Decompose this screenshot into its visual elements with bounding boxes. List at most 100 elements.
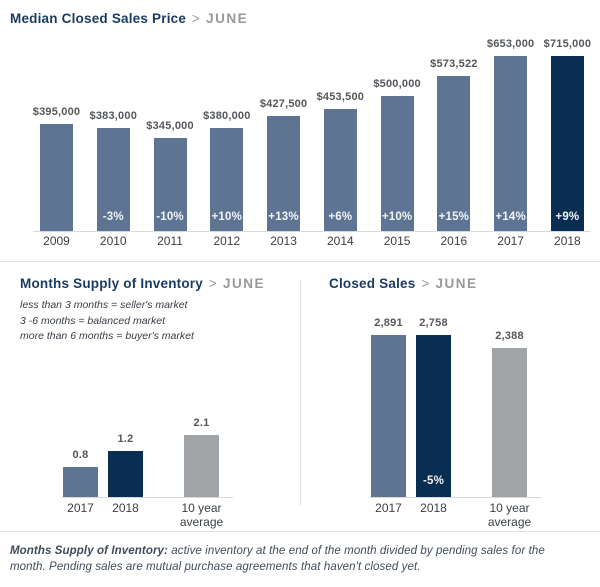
median-price-bar-chart: $395,000 $383,000 -3% $345,000 -10% $380,000 +… xyxy=(33,38,591,248)
bar-value-label: $573,522 xyxy=(430,58,478,71)
x-axis-slot: 2015 xyxy=(381,234,414,248)
footer-divider xyxy=(0,531,600,532)
bar-column: 2.1 xyxy=(184,417,219,497)
months-supply-section: Months Supply of Inventory > JUNE less t… xyxy=(0,262,300,531)
bar xyxy=(108,451,143,497)
x-axis-label: 10 year average xyxy=(179,501,224,529)
months-supply-title: Months Supply of Inventory > JUNE xyxy=(0,262,300,291)
x-axis-slot: 10 year average xyxy=(488,501,531,529)
x-axis-slot: 2010 xyxy=(97,234,130,248)
chart-x-axis-labels: 2017 2018 10 year average xyxy=(61,498,233,529)
bar: +13% xyxy=(267,115,301,231)
x-axis-slot: 2017 xyxy=(494,234,527,248)
x-axis-slot: 2009 xyxy=(40,234,73,248)
x-axis-slot: 10 year average xyxy=(180,501,223,529)
bar-column: $383,000 -3% xyxy=(90,38,137,231)
bar-change-label: +9% xyxy=(555,211,580,223)
chart-plot-area: 0.8 1.2 2.1 xyxy=(61,417,233,498)
bar-value-label: 2,758 xyxy=(419,317,448,329)
bar-value-label: 1.2 xyxy=(117,433,134,446)
bar-column: 1.2 xyxy=(108,417,143,497)
bar-value-label: 0.8 xyxy=(72,448,89,461)
bar-value-label: $395,000 xyxy=(32,106,81,119)
bar-value-label: 2,388 xyxy=(495,330,524,343)
bar-value-label: $345,000 xyxy=(146,119,194,132)
bar xyxy=(40,124,73,231)
x-axis-label: 2018 xyxy=(554,234,581,248)
bar: -10% xyxy=(153,137,187,231)
x-axis-label: 2015 xyxy=(383,234,411,248)
x-axis-slot: 2013 xyxy=(267,234,300,248)
bar-value-label: $453,500 xyxy=(316,90,365,103)
x-axis-label: 2014 xyxy=(326,234,354,248)
bar-column: $380,000 +10% xyxy=(203,38,250,231)
bar-change-label: -10% xyxy=(156,211,184,223)
x-axis-slot: 2016 xyxy=(437,234,470,248)
chart-plot-area: 2,891 2,758 -5% 2,388 xyxy=(369,317,541,498)
x-axis-label: 2016 xyxy=(440,234,468,248)
bar-value-label: $380,000 xyxy=(203,110,251,123)
bar xyxy=(63,466,98,497)
x-axis-slot: 2018 xyxy=(108,501,143,529)
chart-title-text: Median Closed Sales Price xyxy=(10,11,187,26)
closed-sales-bar-chart: 2,891 2,758 -5% 2,388 2017 2018 10 year avera… xyxy=(369,317,541,529)
closed-sales-section: Closed Sales > JUNE 2,891 2,758 -5% 2,388 2… xyxy=(300,262,599,531)
bar: -3% xyxy=(96,127,130,231)
bar-column: $427,500 +13% xyxy=(260,38,307,231)
bar xyxy=(371,335,406,497)
bar-change-label: +14% xyxy=(495,211,526,223)
footnote-body: active inventory at the end of the month… xyxy=(10,545,545,573)
bar-column: 2,758 -5% xyxy=(416,317,451,497)
chevron-separator: > xyxy=(192,11,201,26)
bar-column: 2,388 xyxy=(492,317,527,497)
median-price-section: Median Closed Sales Price > JUNE $395,00… xyxy=(0,0,600,248)
panel-divider xyxy=(300,280,301,506)
x-axis-slot: 2011 xyxy=(154,234,187,248)
note-balanced-market: 3 -6 months = balanced market xyxy=(20,314,166,327)
period-label: JUNE xyxy=(435,276,478,291)
market-key-notes: less than 3 months = seller's market 3 -… xyxy=(0,291,300,345)
bar-value-label: $715,000 xyxy=(543,38,592,50)
footnote-text: Months Supply of Inventory: active inven… xyxy=(10,543,562,575)
x-axis-slot: 2014 xyxy=(324,234,357,248)
bar-column: $453,500 +6% xyxy=(317,38,364,231)
note-sellers-market: less than 3 months = seller's market xyxy=(20,299,188,311)
bar-value-label: $653,000 xyxy=(486,38,535,50)
bar: +15% xyxy=(437,76,471,231)
x-axis-label: 2012 xyxy=(213,234,241,248)
x-axis-label: 2017 xyxy=(375,501,402,515)
x-axis-label: 2018 xyxy=(112,501,139,515)
bar-change-label: -5% xyxy=(422,475,445,487)
bar-change-label: +15% xyxy=(438,211,470,223)
bar: +10% xyxy=(380,96,414,231)
bar: +9% xyxy=(550,56,584,231)
bar-column: $345,000 -10% xyxy=(146,38,194,231)
period-label: JUNE xyxy=(206,11,249,26)
bar xyxy=(184,435,219,497)
bar-change-label: +10% xyxy=(211,211,243,223)
bar-value-label: 2,891 xyxy=(374,317,403,329)
chart-title-text: Months Supply of Inventory xyxy=(20,276,203,291)
x-axis-slot: 2018 xyxy=(551,234,584,248)
bar-value-label: $427,500 xyxy=(259,97,308,110)
section-divider xyxy=(0,261,600,262)
chart-x-axis-labels: 2009 2010 2011 2012 2013 2014 2015 2016 2017 2018 xyxy=(33,232,591,248)
months-supply-bar-chart: 0.8 1.2 2.1 2017 2018 10 year average xyxy=(61,417,233,529)
chart-x-axis-labels: 2017 2018 10 year average xyxy=(369,498,541,529)
x-axis-label: 2010 xyxy=(99,234,127,248)
bar-column: $715,000 +9% xyxy=(544,38,591,231)
bar-column: $500,000 +10% xyxy=(373,38,421,231)
bar-column: $653,000 +14% xyxy=(487,38,534,231)
x-axis-slot: 2017 xyxy=(63,501,98,529)
bar-change-label: +13% xyxy=(268,211,299,223)
bar xyxy=(492,348,527,497)
bar-change-label: +10% xyxy=(381,211,413,223)
note-buyers-market: more than 6 months = buyer's market xyxy=(20,330,194,342)
x-axis-slot: 2018 xyxy=(416,501,451,529)
footnote: Months Supply of Inventory: active inven… xyxy=(0,532,600,575)
x-axis-label: 2013 xyxy=(270,234,297,248)
x-axis-label: 2011 xyxy=(157,234,183,248)
chevron-separator: > xyxy=(208,276,217,291)
chevron-separator: > xyxy=(421,276,430,291)
